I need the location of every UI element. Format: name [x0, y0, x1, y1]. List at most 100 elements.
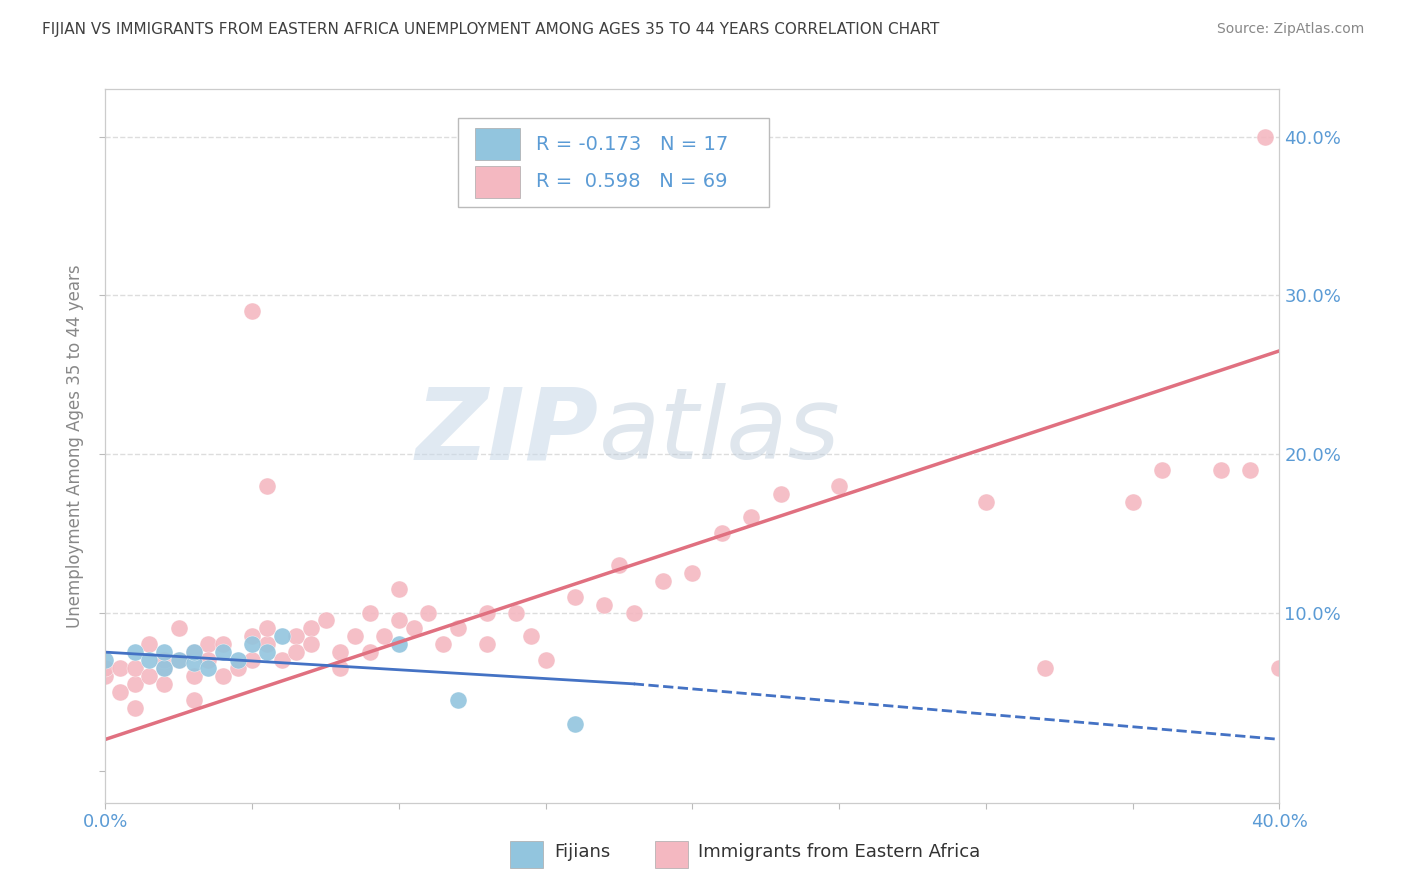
- Text: atlas: atlas: [599, 384, 841, 480]
- Point: [359, 606, 381, 620]
- Text: R =  0.598   N = 69: R = 0.598 N = 69: [536, 172, 728, 192]
- Point: [418, 606, 440, 620]
- Bar: [655, 841, 688, 869]
- Point: [183, 669, 205, 683]
- Point: [94, 669, 117, 683]
- Point: [388, 637, 411, 651]
- Point: [153, 677, 176, 691]
- Text: R = -0.173   N = 17: R = -0.173 N = 17: [536, 135, 728, 153]
- Point: [285, 645, 308, 659]
- Point: [138, 669, 160, 683]
- Text: Immigrants from Eastern Africa: Immigrants from Eastern Africa: [699, 843, 980, 861]
- Point: [710, 526, 733, 541]
- Text: FIJIAN VS IMMIGRANTS FROM EASTERN AFRICA UNEMPLOYMENT AMONG AGES 35 TO 44 YEARS : FIJIAN VS IMMIGRANTS FROM EASTERN AFRICA…: [42, 22, 939, 37]
- Point: [94, 661, 117, 675]
- Point: [520, 629, 543, 643]
- Point: [240, 304, 263, 318]
- Point: [270, 629, 292, 643]
- Point: [124, 700, 146, 714]
- Point: [1122, 494, 1144, 508]
- Point: [138, 653, 160, 667]
- Point: [447, 621, 470, 635]
- Point: [240, 637, 263, 651]
- Point: [167, 653, 190, 667]
- Point: [211, 637, 233, 651]
- Point: [652, 574, 675, 588]
- Point: [475, 637, 498, 651]
- Point: [740, 510, 762, 524]
- Point: [183, 645, 205, 659]
- Point: [256, 621, 278, 635]
- Point: [299, 637, 322, 651]
- Point: [432, 637, 454, 651]
- Point: [256, 478, 278, 492]
- Point: [447, 692, 470, 706]
- Point: [256, 645, 278, 659]
- Point: [1033, 661, 1056, 675]
- Point: [1268, 661, 1291, 675]
- Point: [153, 645, 176, 659]
- Point: [285, 629, 308, 643]
- Point: [534, 653, 557, 667]
- Point: [108, 685, 131, 699]
- Point: [505, 606, 527, 620]
- Point: [373, 629, 395, 643]
- Point: [256, 637, 278, 651]
- Point: [183, 645, 205, 659]
- Point: [359, 645, 381, 659]
- Point: [240, 653, 263, 667]
- Text: Source: ZipAtlas.com: Source: ZipAtlas.com: [1216, 22, 1364, 37]
- Point: [124, 645, 146, 659]
- Point: [226, 661, 249, 675]
- Point: [769, 486, 792, 500]
- Point: [1239, 463, 1261, 477]
- Y-axis label: Unemployment Among Ages 35 to 44 years: Unemployment Among Ages 35 to 44 years: [66, 264, 84, 628]
- Point: [197, 653, 219, 667]
- Point: [124, 677, 146, 691]
- Point: [240, 629, 263, 643]
- Point: [1209, 463, 1232, 477]
- Point: [211, 645, 233, 659]
- Point: [329, 661, 352, 675]
- Bar: [510, 841, 543, 869]
- Point: [94, 653, 117, 667]
- Point: [623, 606, 645, 620]
- Point: [167, 653, 190, 667]
- Point: [183, 657, 205, 671]
- Bar: [475, 128, 520, 161]
- Point: [343, 629, 366, 643]
- Point: [299, 621, 322, 635]
- Point: [329, 645, 352, 659]
- Text: ZIP: ZIP: [416, 384, 599, 480]
- Point: [388, 582, 411, 596]
- Point: [183, 692, 205, 706]
- Point: [153, 661, 176, 675]
- Point: [138, 637, 160, 651]
- Point: [682, 566, 704, 580]
- Point: [167, 621, 190, 635]
- Point: [402, 621, 425, 635]
- Point: [124, 661, 146, 675]
- FancyBboxPatch shape: [458, 118, 769, 207]
- Point: [197, 637, 219, 651]
- Point: [564, 716, 586, 731]
- Point: [211, 669, 233, 683]
- Text: Fijians: Fijians: [554, 843, 610, 861]
- Point: [1254, 129, 1277, 144]
- Point: [226, 653, 249, 667]
- Point: [828, 478, 851, 492]
- Point: [475, 606, 498, 620]
- Point: [607, 558, 630, 572]
- Point: [315, 614, 337, 628]
- Point: [388, 614, 411, 628]
- Point: [270, 653, 292, 667]
- Point: [1150, 463, 1173, 477]
- Point: [153, 661, 176, 675]
- Point: [593, 598, 616, 612]
- Bar: [475, 166, 520, 198]
- Point: [974, 494, 997, 508]
- Point: [108, 661, 131, 675]
- Point: [153, 653, 176, 667]
- Point: [197, 661, 219, 675]
- Point: [564, 590, 586, 604]
